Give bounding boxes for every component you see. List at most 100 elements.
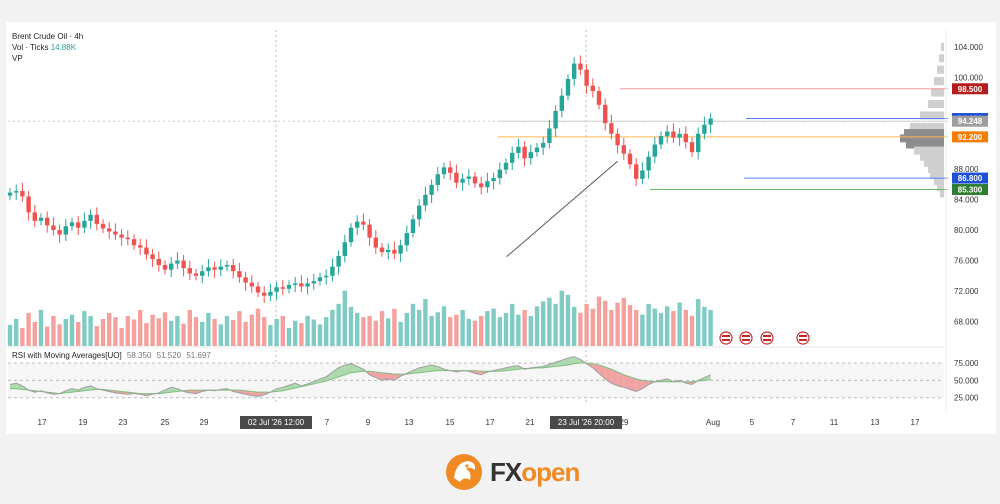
us-flag-icon — [742, 335, 750, 337]
rsi-fill — [425, 365, 432, 372]
volume-bar — [293, 320, 298, 346]
volume-bar — [497, 317, 502, 346]
volume-bar — [38, 309, 44, 346]
rsi-fill — [332, 367, 339, 379]
candle — [702, 124, 707, 134]
volume-bar — [417, 309, 422, 346]
volume-bar — [435, 312, 440, 346]
price-axis-tick: 68.000 — [954, 318, 979, 327]
volume-bar — [665, 306, 670, 346]
candle — [169, 263, 174, 270]
candle — [342, 242, 347, 256]
volume-bar — [565, 294, 571, 346]
rsi-axis-tick: 25.000 — [954, 394, 979, 403]
candle — [541, 142, 546, 148]
grid-layer — [8, 30, 944, 404]
volume-bar — [640, 314, 645, 346]
candle — [249, 282, 254, 287]
rsi-fill — [475, 370, 482, 375]
volume-bar — [522, 309, 527, 346]
volume-bar — [677, 302, 682, 346]
volume-label: Vol · Ticks — [12, 43, 49, 52]
price-level-label: 85.300 — [958, 186, 983, 195]
time-axis-tick: 19 — [79, 418, 88, 427]
volume-bar — [57, 324, 62, 346]
volume-bar — [212, 318, 217, 346]
rsi-fill — [605, 367, 612, 384]
volume-bar — [162, 312, 168, 346]
volume-profile-bar — [937, 183, 944, 192]
volume-bar — [268, 324, 273, 346]
candles — [7, 55, 713, 303]
volume-bar — [218, 324, 223, 346]
price-axis: 104.000 100.000 88.000 84.000 80.000 76.000 72… — [945, 30, 983, 412]
volume-bar — [317, 324, 323, 346]
rsi-ma-line — [10, 362, 711, 395]
price-level-label: 92.200 — [958, 133, 983, 142]
volume-bar — [324, 317, 329, 346]
volume-profile-bar — [904, 129, 944, 138]
candle — [634, 164, 639, 179]
price-axis-tick: 84.000 — [954, 195, 979, 204]
volume-bar — [193, 317, 199, 346]
volume-bar — [503, 312, 509, 346]
rsi-fill — [16, 383, 23, 390]
volume-bar — [150, 314, 155, 346]
candle — [398, 245, 403, 254]
candle — [131, 239, 137, 246]
rsi-legend: RSI with Moving Averages[UO] 58.350 51.5… — [12, 351, 211, 360]
candle — [7, 192, 13, 196]
candle — [20, 191, 25, 197]
candle — [268, 291, 273, 296]
candle — [516, 146, 521, 153]
candle — [658, 136, 664, 145]
volume-bar — [423, 299, 428, 346]
volume-bar — [448, 317, 453, 346]
volume-bar — [206, 312, 211, 346]
price-level-label: 86.800 — [958, 174, 983, 183]
time-axis-highlight-box — [550, 416, 622, 429]
rsi-pane: 75.000 50.000 25.000 — [8, 356, 979, 403]
candle — [355, 221, 360, 228]
volume-bar — [138, 309, 143, 346]
rsi-fill — [388, 373, 395, 381]
volume-bar — [107, 312, 112, 346]
volume-profile-bar — [941, 42, 944, 51]
candle — [596, 91, 602, 105]
candle — [88, 214, 93, 221]
rsi-fill — [599, 365, 606, 379]
rsi-value-1: 58.350 — [126, 351, 152, 360]
volume-bar — [441, 306, 447, 346]
candle — [181, 260, 186, 269]
volume-bar — [26, 312, 31, 346]
candle — [379, 247, 385, 253]
volume-profile-bar — [931, 88, 944, 97]
rsi-fill — [338, 365, 345, 377]
us-flag-icon — [742, 339, 750, 341]
rsi-value-2: 51.520 — [156, 351, 182, 360]
time-axis-tick: 17 — [486, 418, 495, 427]
rsi-fill — [382, 372, 389, 381]
candle — [367, 224, 372, 238]
time-axis-tick: 23 — [119, 418, 128, 427]
rsi-fill — [326, 372, 333, 382]
volume-bar — [119, 327, 124, 346]
time-axis-tick: Aug — [706, 418, 720, 427]
time-axis-tick: 21 — [526, 418, 535, 427]
rsi-fill — [344, 363, 351, 375]
volume-bar — [14, 318, 19, 346]
volume-bar — [516, 314, 521, 346]
volume-bar — [454, 314, 459, 346]
rsi-fill — [617, 372, 624, 388]
volume-profile-bar — [914, 146, 944, 155]
dragon-logo-icon — [446, 454, 482, 490]
candle — [584, 69, 589, 86]
event-markers — [719, 331, 810, 345]
volume-bar — [528, 315, 533, 346]
volume-bar — [534, 306, 540, 346]
volume-bar — [466, 318, 471, 346]
candle — [348, 227, 354, 243]
volume-bar — [100, 318, 106, 346]
time-axis-tick: 29 — [200, 418, 209, 427]
